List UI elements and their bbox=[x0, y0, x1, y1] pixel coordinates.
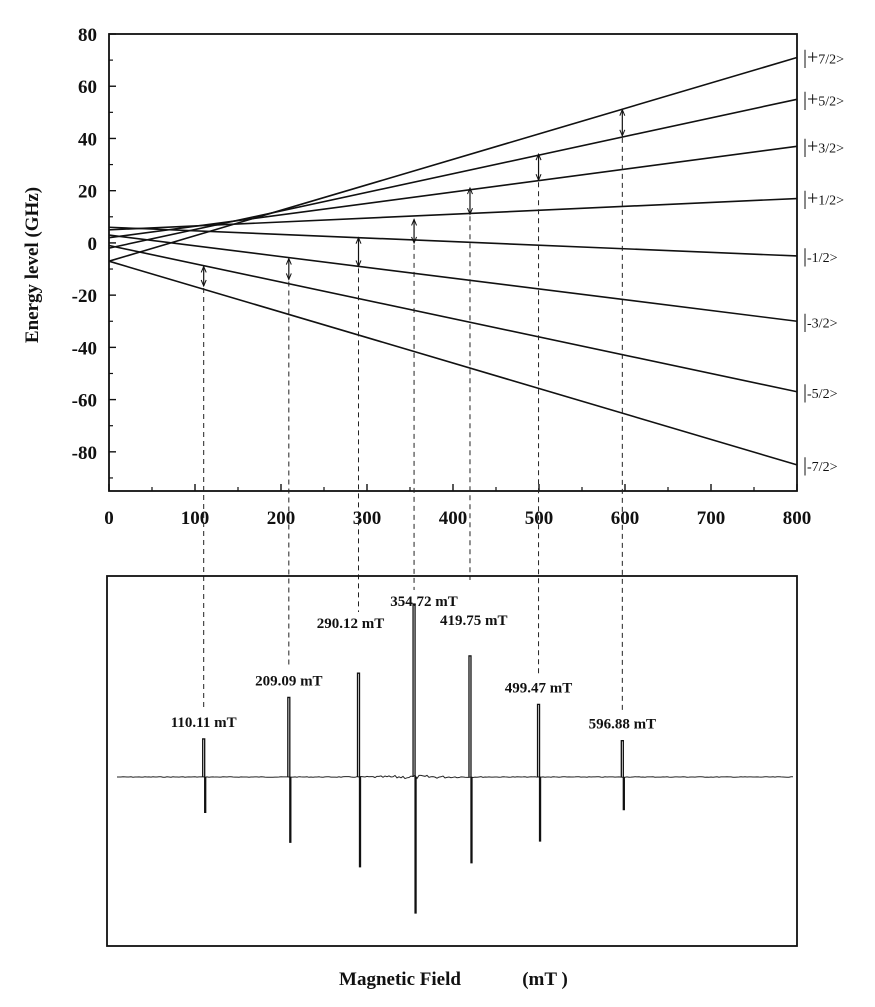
level-label-fraction: 3/2> bbox=[818, 141, 844, 156]
energy-level-label: |+7/2> bbox=[803, 47, 844, 69]
level-label-sign: |+ bbox=[803, 135, 818, 157]
energy-level-label: |-5/2> bbox=[803, 381, 838, 403]
peak-label: 110.11 mT bbox=[171, 715, 237, 731]
spectrum-peak bbox=[287, 696, 292, 843]
level-label-fraction: 5/2> bbox=[818, 94, 844, 109]
y-tick-label: 0 bbox=[88, 234, 98, 255]
y-tick-label: -80 bbox=[72, 443, 97, 464]
spectrum-frame bbox=[106, 575, 798, 947]
energy-level-line bbox=[108, 234, 798, 323]
level-label-fraction: -1/2> bbox=[807, 251, 838, 266]
spectrum-baseline bbox=[116, 774, 794, 780]
x-axis-unit: (mT ) bbox=[522, 969, 568, 990]
arrow-head-up bbox=[285, 257, 292, 265]
arrow-head-up bbox=[619, 108, 626, 116]
arrow-head-down bbox=[355, 260, 362, 268]
spectrum-peak bbox=[620, 740, 625, 811]
energy-level-label: |+1/2> bbox=[803, 188, 844, 210]
arrow-head-down bbox=[619, 129, 626, 138]
y-tick-label: 20 bbox=[78, 182, 97, 203]
peak-label: 354.72 mT bbox=[390, 594, 458, 610]
arrow-head-down bbox=[411, 236, 418, 245]
energy-level-line bbox=[108, 98, 798, 249]
energy-level-label: |+3/2> bbox=[803, 135, 844, 157]
y-tick-label: 80 bbox=[78, 25, 97, 46]
energy-level-line bbox=[108, 226, 798, 257]
x-axis-title: Magnetic Field bbox=[339, 969, 461, 990]
arrow-head-up bbox=[411, 218, 418, 226]
spectrum-peak bbox=[536, 703, 542, 842]
y-tick-label: 60 bbox=[78, 77, 97, 98]
spectrum-peak bbox=[468, 655, 473, 864]
spectrum-peak bbox=[412, 603, 417, 914]
arrow-head-down bbox=[535, 174, 542, 182]
energy-level-label: |-3/2> bbox=[803, 310, 838, 332]
peak-label: 499.47 mT bbox=[505, 680, 573, 696]
spectrum-peak bbox=[202, 738, 207, 814]
arrow-head-up bbox=[200, 265, 207, 273]
x-tick-label: 600 bbox=[611, 508, 640, 529]
energy-level-label: |-7/2> bbox=[803, 454, 838, 476]
arrow-head-down bbox=[285, 273, 292, 281]
y-tick-label: 40 bbox=[78, 129, 97, 150]
x-tick-label: 300 bbox=[353, 508, 382, 529]
peak-label: 419.75 mT bbox=[440, 613, 508, 629]
peak-label: 290.12 mT bbox=[317, 616, 385, 632]
energy-level-line bbox=[108, 197, 798, 231]
level-label-sign: | bbox=[803, 454, 807, 476]
level-label-fraction: 1/2> bbox=[818, 194, 844, 209]
x-tick-label: 0 bbox=[104, 508, 114, 529]
level-label-fraction: -3/2> bbox=[807, 316, 838, 331]
y-tick-label: -60 bbox=[72, 391, 97, 412]
y-tick-label: -20 bbox=[72, 286, 97, 307]
level-label-sign: | bbox=[803, 381, 807, 403]
level-label-sign: | bbox=[803, 245, 807, 267]
energy-level-label: |-1/2> bbox=[803, 245, 838, 267]
x-tick-label: 700 bbox=[697, 508, 726, 529]
epr-spectrum-panel: 110.11 mT 209.09 mT 290.12 mT 354.72 mT 419.… bbox=[106, 575, 798, 947]
y-axis-title: Energy level (GHz) bbox=[22, 187, 43, 343]
level-label-fraction: -5/2> bbox=[807, 387, 838, 402]
level-label-fraction: 7/2> bbox=[818, 53, 844, 68]
peak-label: 596.88 mT bbox=[589, 717, 657, 733]
level-label-sign: | bbox=[803, 310, 807, 332]
field-connector-lines bbox=[203, 137, 623, 711]
level-label-sign: |+ bbox=[803, 88, 818, 110]
y-tick-label: -40 bbox=[72, 338, 97, 359]
plot-frame bbox=[108, 33, 798, 492]
x-tick-label: 800 bbox=[783, 508, 812, 529]
level-label-fraction: -7/2> bbox=[807, 460, 838, 475]
arrow-head-down bbox=[467, 207, 473, 216]
arrow-head-up bbox=[467, 186, 473, 195]
spectrum-peak bbox=[356, 672, 362, 868]
energy-level-label: |+5/2> bbox=[803, 88, 844, 110]
level-label-sign: |+ bbox=[803, 188, 818, 210]
arrow-head-up bbox=[355, 236, 362, 244]
energy-level-line bbox=[108, 145, 798, 239]
x-tick-label: 100 bbox=[181, 508, 210, 529]
x-tick-label: 400 bbox=[439, 508, 468, 529]
arrow-head-up bbox=[535, 152, 542, 161]
level-label-sign: |+ bbox=[803, 47, 818, 69]
energy-level-line bbox=[108, 260, 798, 466]
x-tick-label: 200 bbox=[267, 508, 296, 529]
energy-level-line bbox=[108, 56, 798, 262]
peak-label: 209.09 mT bbox=[255, 673, 323, 689]
energy-level-line bbox=[108, 244, 798, 393]
arrow-head-down bbox=[200, 279, 207, 288]
